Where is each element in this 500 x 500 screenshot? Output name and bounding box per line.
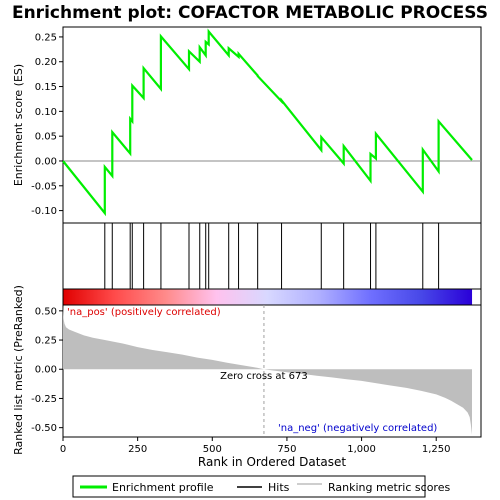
hits-panel xyxy=(62,222,482,290)
x-tick-label: 1,250 xyxy=(422,444,451,455)
ranking-metric-area xyxy=(63,305,472,435)
es-panel-frame xyxy=(62,26,482,224)
es-y-tick-label: 0.05 xyxy=(35,132,57,143)
es-y-tick-label: 0.15 xyxy=(35,82,57,93)
metric-y-ticks: 0.50 0.25 0.00 -0.25 -0.50 xyxy=(31,306,63,434)
metric-y-tick-label: 0.25 xyxy=(35,336,57,347)
legend-hits-label: Hits xyxy=(268,481,290,494)
x-tick-label: 500 xyxy=(203,444,222,455)
metric-y-tick-label: 0.50 xyxy=(35,306,57,317)
es-y-axis-label: Enrichment score (ES) xyxy=(12,64,25,186)
chart-title: Enrichment plot: COFACTOR METABOLIC PROC… xyxy=(12,3,488,23)
legend-enrichment-label: Enrichment profile xyxy=(112,481,214,494)
x-tick-label: 0 xyxy=(60,444,66,455)
hits-panel-frame xyxy=(62,222,482,290)
na-pos-label: 'na_pos' (positively correlated) xyxy=(67,307,221,318)
metric-y-axis-label: Ranked list metric (PreRanked) xyxy=(12,285,25,455)
x-tick-label: 250 xyxy=(128,444,147,455)
legend: Enrichment profile Hits Ranking metric s… xyxy=(72,475,450,498)
es-y-ticks: 0.25 0.20 0.15 0.10 0.05 0.00 -0.05 -0.10 xyxy=(31,32,63,217)
heat-bar-fill xyxy=(63,289,473,305)
na-neg-label: 'na_neg' (negatively correlated) xyxy=(278,423,437,434)
es-y-tick-label: -0.05 xyxy=(31,181,57,192)
x-axis-ticks: 0 250 500 750 1,000 1,250 xyxy=(60,437,451,455)
metric-y-tick-label: 0.00 xyxy=(35,365,57,376)
metric-y-tick-label: -0.50 xyxy=(31,423,57,434)
metric-panel: 0.50 0.25 0.00 -0.25 -0.50 'na_pos' (positiv… xyxy=(31,304,482,438)
x-tick-label: 750 xyxy=(277,444,296,455)
es-panel: 0.25 0.20 0.15 0.10 0.05 0.00 -0.05 -0.10 xyxy=(31,26,482,224)
hit-markers xyxy=(104,223,440,289)
metric-y-tick-label: -0.25 xyxy=(31,394,57,405)
enrichment-profile-line xyxy=(62,28,473,217)
es-y-tick-label: 0.00 xyxy=(35,156,57,167)
x-axis-label: Rank in Ordered Dataset xyxy=(198,455,346,469)
zero-cross-label: Zero cross at 673 xyxy=(220,371,308,382)
es-y-tick-label: 0.10 xyxy=(35,107,57,118)
es-y-tick-label: 0.20 xyxy=(35,57,57,68)
es-y-tick-label: -0.10 xyxy=(31,206,57,217)
ranking-heat-bar xyxy=(62,288,482,306)
es-y-tick-label: 0.25 xyxy=(35,32,57,43)
x-tick-label: 1,000 xyxy=(347,444,376,455)
legend-metric-label: Ranking metric scores xyxy=(328,481,450,494)
